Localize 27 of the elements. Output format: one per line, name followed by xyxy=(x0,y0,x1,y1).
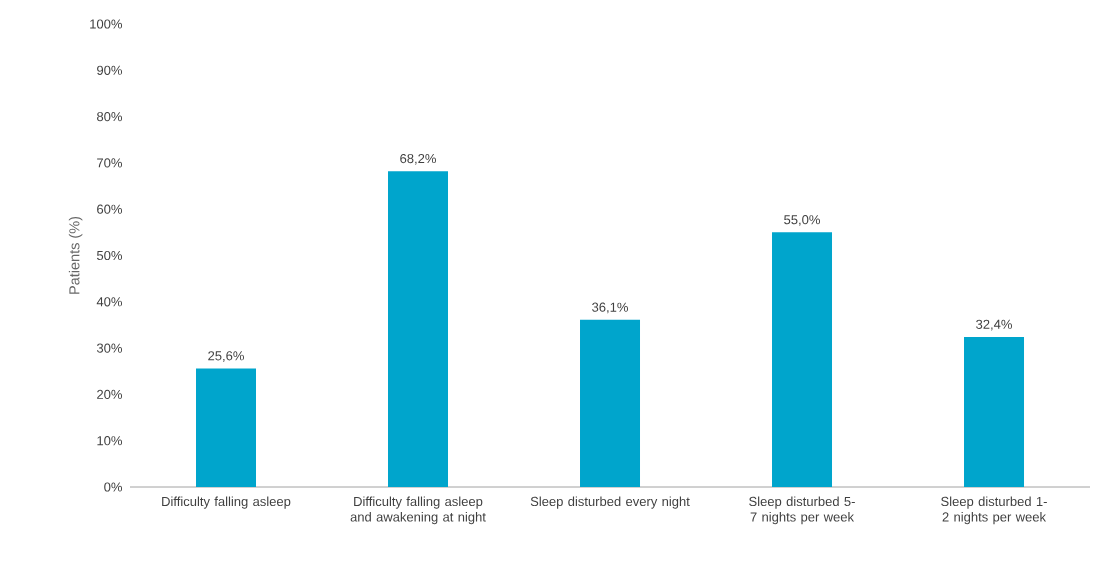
y-tick-label: 0% xyxy=(104,482,123,492)
x-tick-label: Difficulty falling asleep and awakening at night xyxy=(350,496,486,525)
y-tick-label: 20% xyxy=(97,389,123,399)
y-axis-title: Patients (%) xyxy=(68,216,83,294)
y-tick-label: 80% xyxy=(97,111,123,122)
y-tick-label: 70% xyxy=(97,158,123,168)
x-tick-label: Sleep disturbed 1-2 nights per week xyxy=(941,496,1047,525)
y-tick-label: 30% xyxy=(96,343,123,353)
bar xyxy=(388,171,449,487)
y-tick-label: 60% xyxy=(97,204,123,214)
y-tick-label: 90% xyxy=(97,65,123,75)
bar xyxy=(772,232,833,487)
y-tick-label: 10% xyxy=(97,436,123,446)
data-label: 32,4% xyxy=(976,319,1012,331)
data-label: 25,6% xyxy=(208,351,244,362)
x-tick-label: Sleep disturbed every night xyxy=(530,496,690,509)
bar xyxy=(580,319,641,487)
y-tick-label: 40% xyxy=(96,297,123,307)
x-tick-label: Sleep disturbed 5-7 nights per week xyxy=(749,496,855,525)
data-label: 55,0% xyxy=(784,215,820,226)
bar xyxy=(964,336,1025,487)
y-tick-label: 50% xyxy=(96,250,123,261)
y-tick-label: 100% xyxy=(90,19,123,29)
bar xyxy=(196,368,257,487)
data-label: 36,1% xyxy=(592,302,628,314)
data-label: 68,2% xyxy=(400,153,436,165)
x-tick-label: Difficulty falling asleep xyxy=(162,496,291,509)
